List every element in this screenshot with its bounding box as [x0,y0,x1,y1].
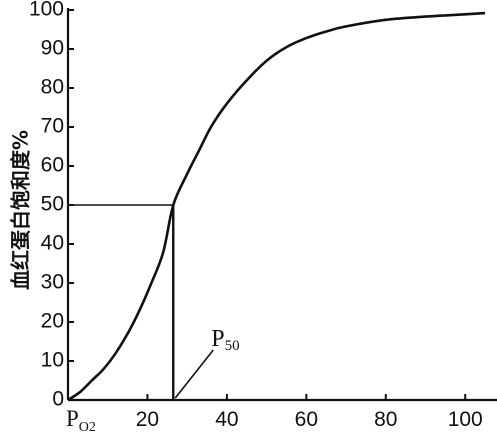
x-tick-label: 80 [374,408,397,431]
y-tick-label: 80 [41,76,64,99]
y-tick-label: 30 [41,271,64,294]
x-tick-label: 60 [295,408,318,431]
y-tick-label: 10 [41,349,64,372]
x-tick-label: 20 [136,408,159,431]
y-tick-label: 60 [41,154,64,177]
y-tick-label: 100 [29,0,64,21]
p50-label-sub: 50 [225,338,240,354]
p50-pointer-line [174,349,214,399]
y-tick-label: 40 [41,232,64,255]
y-ticks: 0 10 20 30 40 50 60 70 80 90 100 [29,0,74,411]
x-ticks: 20 40 60 80 100 [136,394,483,431]
dissociation-curve [67,11,486,402]
y-tick-label: 20 [41,310,64,333]
axes [66,8,497,402]
x-axis-label: PO2 [66,406,96,433]
x-tick-label: 40 [215,408,238,431]
y-axis-label: 血红蛋白饱和度% [9,130,33,290]
y-tick-label: 50 [41,193,64,216]
x-axis-label-sub: O2 [79,420,96,433]
y-axis-title: 血红蛋白饱和度% [9,130,33,290]
p50-marks: P50 [68,204,240,400]
x-tick-label: 100 [448,408,483,431]
y-tick-label: 0 [52,388,64,411]
y-tick-label: 70 [41,115,64,138]
series-group [67,11,486,402]
y-tick-label: 90 [41,37,64,60]
p50-label-main: P [211,326,224,352]
p50-label: P50 [211,326,239,354]
x-axis-label-main: P [66,406,79,431]
